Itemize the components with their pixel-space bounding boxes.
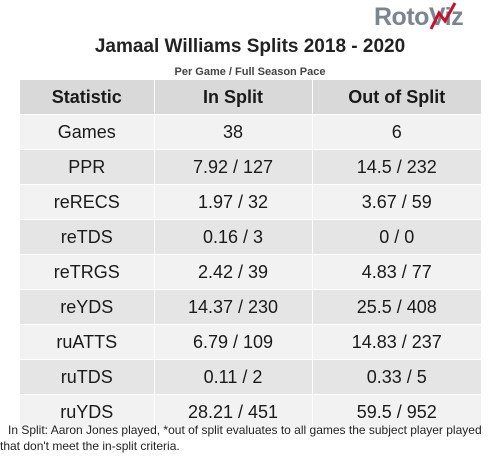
cell-statistic: ruTDS xyxy=(20,359,155,395)
cell-out-of-split: 6 xyxy=(312,114,481,150)
table-row: reTRGS 2.42 / 39 4.83 / 77 xyxy=(20,254,481,290)
footnote-line-1: In Split: Aaron Jones played, *out of sp… xyxy=(8,423,482,437)
cell-statistic: reRECS xyxy=(20,184,155,220)
splits-table: Statistic In Split Out of Split Games 38… xyxy=(20,80,481,429)
table-row: ruTDS 0.11 / 2 0.33 / 5 xyxy=(20,359,481,395)
cell-in-split: 14.37 / 230 xyxy=(154,289,313,325)
cell-statistic: reYDS xyxy=(20,289,155,325)
cell-out-of-split: 59.5 / 952 xyxy=(312,394,481,429)
cell-out-of-split: 0.33 / 5 xyxy=(312,359,481,395)
footnote-line-2: that don't meet the in-split criteria. xyxy=(0,439,180,453)
table-row: reRECS 1.97 / 32 3.67 / 59 xyxy=(20,184,481,220)
table-header-row: Statistic In Split Out of Split xyxy=(20,80,481,115)
logo-text-roto: Roto xyxy=(374,2,429,31)
cell-statistic: ruATTS xyxy=(20,324,155,360)
cell-in-split: 2.42 / 39 xyxy=(154,254,313,290)
cell-in-split: 0.16 / 3 xyxy=(154,219,313,255)
cell-in-split: 6.79 / 109 xyxy=(154,324,313,360)
cell-in-split: 38 xyxy=(154,114,313,150)
page-subtitle: Per Game / Full Season Pace xyxy=(174,66,326,78)
cell-out-of-split: 3.67 / 59 xyxy=(312,184,481,220)
logo-chart-mark-icon xyxy=(429,1,457,30)
cell-in-split: 7.92 / 127 xyxy=(154,149,313,185)
table-row: ruYDS 28.21 / 451 59.5 / 952 xyxy=(20,394,481,429)
column-header-statistic: Statistic xyxy=(20,80,155,115)
cell-statistic: PPR xyxy=(20,149,155,185)
footnote: In Split: Aaron Jones played, *out of sp… xyxy=(0,422,500,454)
cell-out-of-split: 14.5 / 232 xyxy=(312,149,481,185)
cell-statistic: Games xyxy=(20,114,155,150)
cell-statistic: reTRGS xyxy=(20,254,155,290)
column-header-in-split: In Split xyxy=(154,80,313,115)
cell-statistic: reTDS xyxy=(20,219,155,255)
cell-out-of-split: 0 / 0 xyxy=(312,219,481,255)
table-row: PPR 7.92 / 127 14.5 / 232 xyxy=(20,149,481,185)
cell-out-of-split: 25.5 / 408 xyxy=(312,289,481,325)
cell-out-of-split: 14.83 / 237 xyxy=(312,324,481,360)
cell-in-split: 28.21 / 451 xyxy=(154,394,313,429)
column-header-out-of-split: Out of Split xyxy=(312,80,481,115)
cell-out-of-split: 4.83 / 77 xyxy=(312,254,481,290)
logo-text-viz: Viz xyxy=(429,1,464,32)
cell-statistic: ruYDS xyxy=(20,394,155,429)
cell-in-split: 1.97 / 32 xyxy=(154,184,313,220)
table-row: reYDS 14.37 / 230 25.5 / 408 xyxy=(20,289,481,325)
table-row: reTDS 0.16 / 3 0 / 0 xyxy=(20,219,481,255)
page-title: Jamaal Williams Splits 2018 - 2020 xyxy=(94,36,406,57)
rotoviz-logo: Roto Viz xyxy=(374,1,464,32)
table-row: Games 38 6 xyxy=(20,114,481,150)
cell-in-split: 0.11 / 2 xyxy=(154,359,313,395)
table-row: ruATTS 6.79 / 109 14.83 / 237 xyxy=(20,324,481,360)
